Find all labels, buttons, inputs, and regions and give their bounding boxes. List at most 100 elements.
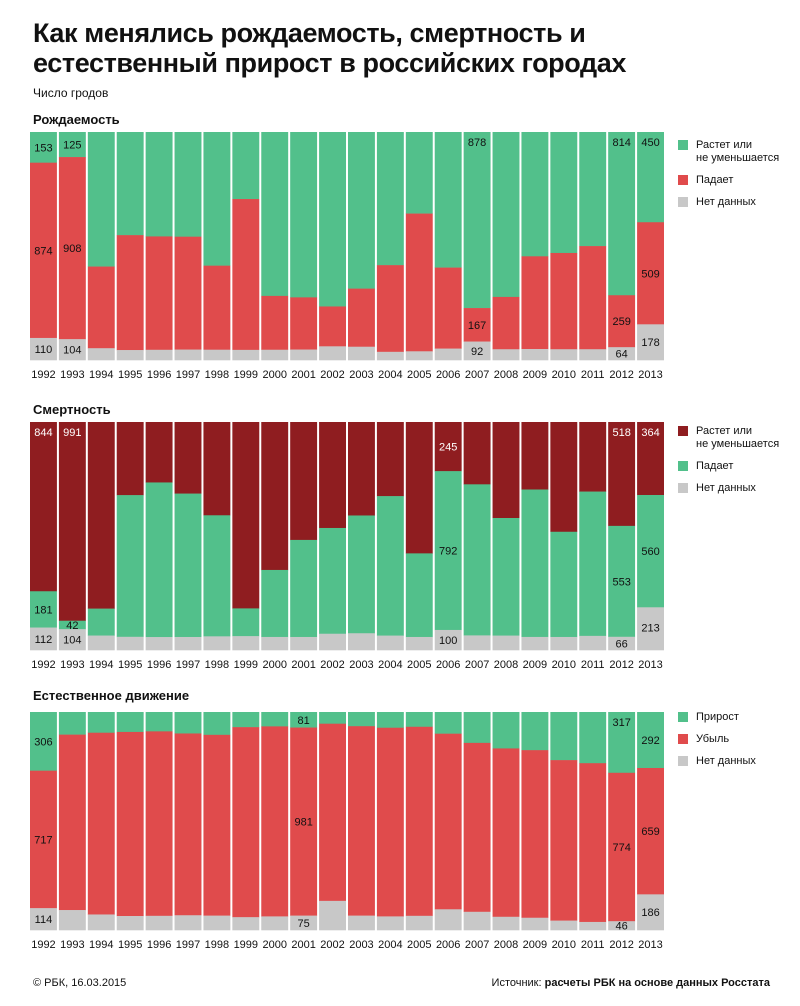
bar-segment-2003-s0 bbox=[348, 132, 375, 289]
bar-segment-2005-s1 bbox=[405, 213, 433, 352]
x-tick-label: 1998 bbox=[205, 659, 229, 671]
bar-segment-2008-s2 bbox=[492, 349, 520, 361]
legend-label: Растет или не уменьшается bbox=[696, 139, 780, 164]
data-label: 112 bbox=[35, 634, 53, 646]
bar-segment-2001-s1 bbox=[290, 727, 318, 916]
bar-segment-2013-s0 bbox=[637, 712, 664, 769]
x-tick-label: 2009 bbox=[523, 659, 547, 671]
bar-segment-2009-s2 bbox=[521, 349, 549, 361]
bar-segment-2001-s1 bbox=[290, 539, 318, 638]
data-label: 125 bbox=[63, 140, 81, 152]
bar-segment-1994-s2 bbox=[87, 914, 115, 931]
bar-segment-1993-s2 bbox=[58, 339, 86, 361]
legend-item-falling: Падает bbox=[678, 174, 779, 187]
bar-segment-1993-s1 bbox=[58, 620, 86, 630]
legend-swatch bbox=[678, 734, 688, 744]
bar-segment-1998-s1 bbox=[203, 265, 231, 351]
bar-segment-2008-s1 bbox=[492, 518, 520, 636]
data-label: 509 bbox=[641, 268, 659, 280]
x-tick-label: 2013 bbox=[638, 659, 662, 671]
bar-segment-2007-s1 bbox=[463, 742, 491, 913]
bar-segment-2009-s0 bbox=[521, 132, 549, 257]
bar-segment-1992-s0 bbox=[30, 422, 57, 592]
bar-segment-1995-s0 bbox=[116, 132, 144, 236]
bar-segment-2004-s1 bbox=[376, 496, 404, 636]
bar-segment-2004-s0 bbox=[376, 422, 404, 497]
bar-segment-2005-s1 bbox=[405, 553, 433, 638]
bar-segment-2005-s2 bbox=[405, 636, 433, 651]
x-tick-label: 2004 bbox=[378, 939, 402, 951]
bar-segment-2000-s1 bbox=[261, 295, 289, 351]
bar-segment-1998-s2 bbox=[203, 349, 231, 361]
bar-segment-2001-s0 bbox=[290, 132, 318, 298]
bar-segment-1996-s0 bbox=[145, 712, 173, 732]
x-tick-label: 1992 bbox=[31, 939, 55, 951]
bar-segment-2011-s2 bbox=[579, 635, 607, 651]
bar-segment-2013-s2 bbox=[637, 894, 664, 931]
bar-segment-2004-s2 bbox=[376, 916, 404, 931]
x-tick-label: 2010 bbox=[552, 369, 576, 381]
x-tick-label: 2012 bbox=[609, 659, 633, 671]
x-tick-label: 2005 bbox=[407, 659, 431, 671]
x-tick-label: 1997 bbox=[176, 369, 200, 381]
bar-segment-2010-s2 bbox=[550, 920, 578, 931]
bar-segment-1996-s1 bbox=[145, 236, 173, 351]
bar-segment-2008-s2 bbox=[492, 916, 520, 931]
bar-segment-1993-s0 bbox=[58, 132, 86, 158]
data-label: 792 bbox=[439, 546, 457, 558]
bar-segment-2002-s0 bbox=[319, 712, 346, 724]
legend-mortality: Растет или не уменьшается Падает Нет данн… bbox=[678, 425, 779, 504]
x-tick-label: 2003 bbox=[349, 659, 373, 671]
bar-segment-2003-s2 bbox=[348, 915, 375, 931]
bar-segment-2003-s1 bbox=[348, 726, 375, 916]
bar-segment-2011-s1 bbox=[579, 763, 607, 923]
bar-segment-2013-s2 bbox=[637, 607, 664, 651]
data-label: 560 bbox=[641, 546, 659, 558]
x-tick-label: 2005 bbox=[407, 939, 431, 951]
bar-segment-2006-s1 bbox=[434, 267, 462, 349]
data-label: 110 bbox=[35, 344, 53, 356]
bar-segment-1994-s0 bbox=[87, 132, 115, 267]
legend-swatch bbox=[678, 483, 688, 493]
legend-label: Падает bbox=[696, 460, 734, 472]
bar-segment-1998-s1 bbox=[203, 734, 231, 916]
bar-segment-1999-s0 bbox=[232, 712, 260, 728]
bar-segment-2011-s2 bbox=[579, 349, 607, 361]
bar-segment-2007-s0 bbox=[463, 422, 491, 485]
x-tick-label: 2008 bbox=[494, 939, 518, 951]
bar-segment-1997-s0 bbox=[174, 422, 202, 494]
bar-segment-1999-s0 bbox=[232, 132, 260, 200]
bar-segment-1997-s0 bbox=[174, 132, 202, 237]
bar-segment-1993-s2 bbox=[58, 910, 86, 931]
bar-segment-2008-s0 bbox=[492, 132, 520, 298]
bar-segment-2012-s2 bbox=[608, 921, 636, 931]
bar-segment-2010-s0 bbox=[550, 712, 578, 761]
bar-segment-2002-s0 bbox=[319, 422, 346, 529]
bar-segment-2011-s0 bbox=[579, 132, 607, 247]
bar-segment-2006-s1 bbox=[434, 733, 462, 910]
bar-segment-2012-s1 bbox=[608, 772, 636, 922]
bar-segment-1997-s2 bbox=[174, 636, 202, 651]
bar-segment-2004-s0 bbox=[376, 132, 404, 266]
legend-item-falling: Падает bbox=[678, 460, 779, 473]
data-label: 292 bbox=[641, 735, 659, 747]
bar-segment-2005-s0 bbox=[405, 712, 433, 728]
x-tick-label: 2000 bbox=[262, 659, 286, 671]
bar-segment-2000-s0 bbox=[261, 422, 289, 571]
bar-segment-1995-s0 bbox=[116, 712, 144, 733]
bar-segment-2003-s0 bbox=[348, 712, 375, 727]
x-tick-label: 1998 bbox=[205, 369, 229, 381]
bar-segment-1994-s2 bbox=[87, 635, 115, 651]
bar-segment-2000-s0 bbox=[261, 132, 289, 297]
legend-item-growing: Растет или не уменьшается bbox=[678, 425, 779, 451]
bar-segment-2003-s2 bbox=[348, 346, 375, 361]
bar-segment-2001-s0 bbox=[290, 422, 318, 541]
x-tick-label: 2009 bbox=[523, 369, 547, 381]
bar-segment-2010-s2 bbox=[550, 636, 578, 651]
x-tick-label: 2001 bbox=[291, 369, 315, 381]
legend-label: Прирост bbox=[696, 711, 739, 723]
bar-segment-1995-s2 bbox=[116, 350, 144, 361]
bar-segment-2005-s0 bbox=[405, 132, 433, 214]
bar-segment-2009-s0 bbox=[521, 712, 549, 751]
data-label: 450 bbox=[641, 137, 659, 149]
